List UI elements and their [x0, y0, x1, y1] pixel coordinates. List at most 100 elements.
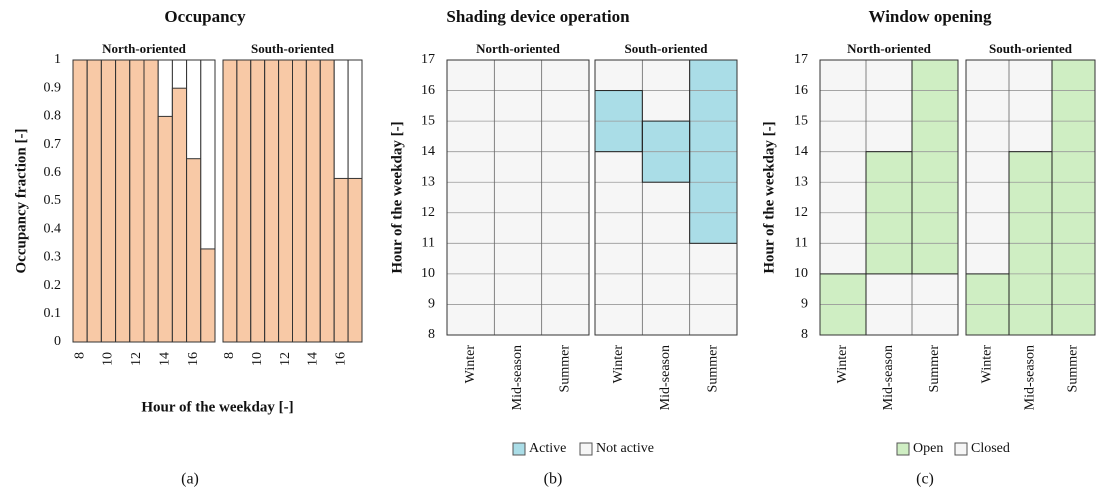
- bar: [157, 115, 173, 343]
- bar: [278, 59, 294, 343]
- bar: [333, 177, 349, 343]
- x-tick-label: 8: [72, 352, 87, 359]
- bar: [222, 59, 238, 343]
- x-tick-label: Winter: [611, 345, 626, 384]
- x-tick-label: 16: [186, 352, 201, 366]
- y-tick-label: 11: [795, 236, 808, 251]
- y-axis-label: Hour of the weekday [-]: [761, 121, 777, 273]
- period: [912, 60, 958, 274]
- y-tick-label: 8: [801, 327, 808, 342]
- legend-swatch: [512, 442, 526, 456]
- x-tick-label: Winter: [463, 345, 478, 384]
- bar: [236, 59, 252, 343]
- bar: [319, 59, 335, 343]
- panel-frame: [594, 59, 738, 336]
- legend-swatch: [954, 442, 968, 456]
- caption: (b): [544, 471, 563, 488]
- y-tick-label: 0.2: [44, 278, 62, 293]
- y-tick-label: 0: [54, 334, 61, 349]
- y-tick-label: 0.9: [44, 80, 62, 95]
- caption: (c): [916, 471, 934, 488]
- legend-label: Not active: [596, 441, 654, 456]
- panel-title: South-oriented: [251, 41, 335, 56]
- bar: [200, 248, 216, 343]
- bar: [292, 59, 307, 343]
- x-tick-label: 14: [158, 352, 173, 366]
- x-tick-label: Summer: [558, 345, 573, 393]
- period: [1052, 60, 1095, 335]
- panel-background: [447, 60, 589, 335]
- y-tick-label: 15: [794, 113, 808, 128]
- y-tick-label: 0.1: [44, 306, 62, 321]
- bar: [143, 59, 159, 343]
- bar: [171, 87, 188, 343]
- legend-swatch: [579, 442, 593, 456]
- y-tick-label: 1: [54, 52, 61, 67]
- y-axis-label: Hour of the weekday [-]: [389, 121, 405, 273]
- x-tick-label: Summer: [706, 345, 721, 393]
- x-tick-label: Mid-season: [1023, 345, 1038, 410]
- panel-title: South-oriented: [989, 41, 1073, 56]
- panel-title: North-oriented: [102, 41, 187, 56]
- y-tick-label: 10: [421, 266, 435, 281]
- x-tick-label: Summer: [927, 345, 942, 393]
- bar: [129, 59, 145, 343]
- x-tick-label: 8: [222, 352, 237, 359]
- y-tick-label: 0.8: [44, 109, 62, 124]
- chart-title: Occupancy: [164, 7, 246, 26]
- y-tick-label: 17: [794, 52, 808, 67]
- x-tick-label: Summer: [1066, 345, 1081, 393]
- x-tick-label: Mid-season: [658, 345, 673, 410]
- bar: [186, 158, 202, 343]
- panel-frame: [819, 59, 959, 336]
- bar: [305, 59, 321, 343]
- x-tick-label: Winter: [835, 345, 850, 384]
- y-tick-label: 12: [421, 205, 435, 220]
- bar: [115, 59, 131, 343]
- x-tick-label: 10: [250, 352, 265, 366]
- legend-swatch: [896, 442, 910, 456]
- panel-title: South-oriented: [624, 41, 708, 56]
- panel-title: North-oriented: [476, 41, 561, 56]
- x-tick-label: 14: [306, 352, 321, 366]
- y-tick-label: 10: [794, 266, 808, 281]
- bar: [347, 177, 363, 343]
- x-tick-label: 12: [278, 352, 293, 366]
- x-tick-label: Winter: [980, 345, 995, 384]
- y-tick-label: 0.3: [44, 250, 62, 265]
- bar: [100, 59, 117, 343]
- x-axis-label: Hour of the weekday [-]: [141, 399, 293, 415]
- y-tick-label: 17: [421, 52, 435, 67]
- bar: [264, 59, 280, 343]
- y-tick-label: 8: [428, 327, 435, 342]
- y-tick-label: 0.7: [44, 137, 62, 152]
- bar: [250, 59, 266, 343]
- y-tick-label: 0.6: [44, 165, 62, 180]
- legend-label: Closed: [971, 441, 1010, 456]
- y-tick-label: 0.4: [44, 221, 62, 236]
- y-tick-label: 14: [794, 144, 808, 159]
- chart-title: Window opening: [869, 7, 992, 26]
- y-axis-label: Occupancy fraction [-]: [13, 129, 29, 274]
- y-tick-label: 0.5: [44, 193, 62, 208]
- x-tick-label: 16: [333, 352, 348, 366]
- x-tick-label: Mid-season: [510, 345, 525, 410]
- y-tick-label: 15: [421, 113, 435, 128]
- chart-title: Shading device operation: [446, 7, 630, 26]
- x-tick-label: 12: [129, 352, 144, 366]
- y-tick-label: 9: [801, 297, 808, 312]
- y-tick-label: 13: [794, 174, 808, 189]
- panel-frame: [965, 59, 1096, 336]
- bar: [86, 59, 102, 343]
- y-tick-label: 12: [794, 205, 808, 220]
- y-tick-label: 9: [428, 297, 435, 312]
- panel-title: North-oriented: [847, 41, 932, 56]
- y-tick-label: 11: [422, 236, 435, 251]
- bar: [72, 59, 88, 343]
- y-tick-label: 14: [421, 144, 435, 159]
- y-tick-label: 16: [794, 83, 808, 98]
- legend-label: Open: [913, 441, 943, 456]
- y-tick-label: 16: [421, 83, 435, 98]
